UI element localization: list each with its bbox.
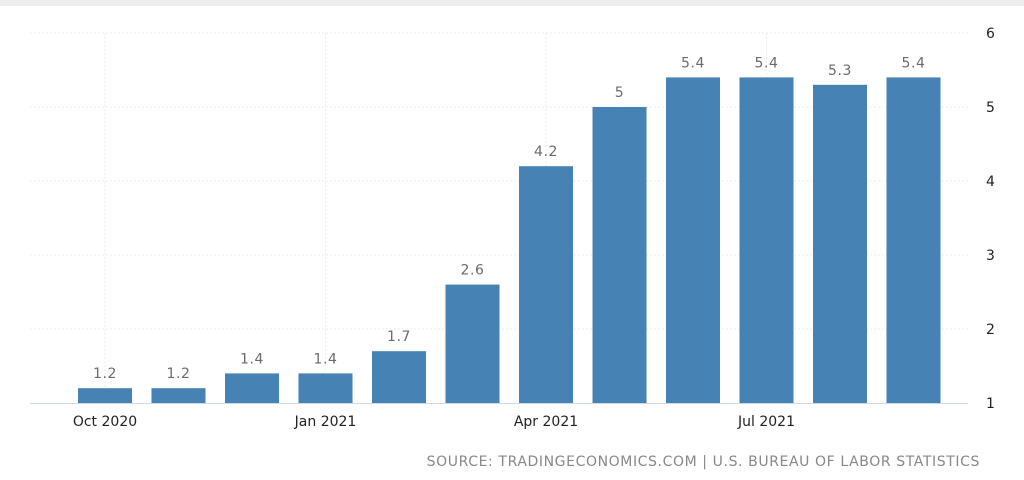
bar	[666, 77, 720, 404]
bar-value-label: 1.4	[313, 351, 337, 367]
bar	[592, 107, 647, 403]
bar	[886, 77, 941, 404]
y-tick-label: 1	[986, 396, 995, 412]
bar	[739, 77, 794, 404]
bar	[151, 388, 206, 403]
bar-value-label: 2.6	[460, 263, 484, 279]
bar	[813, 84, 867, 404]
bar-value-label: 1.7	[387, 329, 411, 345]
bar-value-label: 5.4	[681, 55, 705, 71]
bar	[78, 388, 132, 403]
bar-value-label: 5	[615, 85, 625, 101]
bar	[445, 284, 500, 403]
bar-value-label: 5.4	[901, 55, 925, 71]
y-tick-label: 4	[986, 174, 995, 190]
bar	[298, 373, 353, 403]
bar-value-label: 4.2	[534, 144, 558, 160]
bar-value-label: 1.2	[93, 366, 117, 382]
x-tick-label: Jul 2021	[737, 414, 795, 430]
bar	[225, 373, 279, 403]
y-tick-label: 6	[986, 26, 995, 42]
x-tick-label: Apr 2021	[514, 414, 578, 430]
bar-value-label: 5.4	[754, 55, 778, 71]
y-tick-label: 3	[986, 248, 995, 264]
source-note: SOURCE: TRADINGECONOMICS.COM | U.S. BURE…	[426, 454, 980, 470]
x-tick-label: Jan 2021	[294, 414, 357, 430]
bar	[519, 166, 573, 403]
bar-value-label: 1.4	[240, 351, 264, 367]
bar	[372, 351, 426, 403]
y-tick-label: 2	[986, 322, 995, 338]
x-tick-label: Oct 2020	[73, 414, 137, 430]
bar-value-label: 1.2	[166, 366, 190, 382]
top-border	[0, 0, 1024, 6]
y-tick-label: 5	[986, 100, 995, 116]
bar-value-label: 5.3	[828, 63, 852, 79]
